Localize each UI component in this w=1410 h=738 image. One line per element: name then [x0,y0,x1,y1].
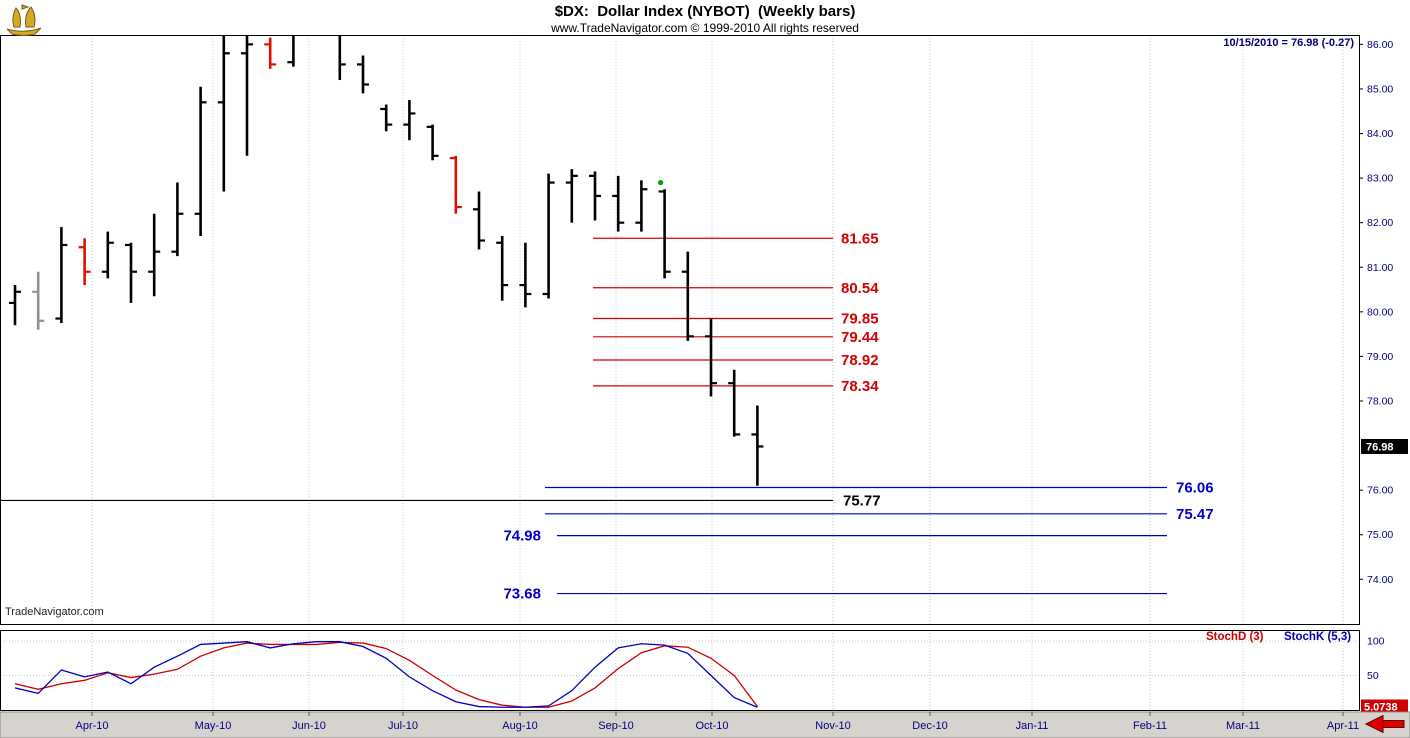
ohlc-bar [194,86,207,237]
price-bars [9,35,764,486]
ohlc-bar [171,182,184,257]
month-label: Sep-10 [598,720,633,732]
main-plot-border [0,35,1360,625]
level-label-78.34: 78.34 [841,378,879,395]
current-price-box [1361,438,1408,454]
stochk-legend-label[interactable]: StochK (5,3) [1284,631,1352,643]
month-label: May-10 [195,720,232,732]
ohlc-bar [403,100,416,141]
ohlc-bar [751,405,764,486]
ohlc-bar [449,155,462,214]
price-axis-label: 80.00 [1367,306,1393,318]
stoch-value-box [1361,699,1408,714]
ohlc-bar [9,285,21,326]
ohlc-bar [357,55,369,94]
ohlc-bar [125,242,137,303]
ohlc-bar [589,171,601,221]
price-axis-label: 78.00 [1367,396,1393,408]
ohlc-bar [148,213,161,297]
ohlc-bar [264,37,277,69]
ohlc-bar [32,271,45,330]
current-price-tag: 76.98 [1366,441,1394,453]
price-axis-label: 76.00 [1367,485,1393,497]
level-label-74.98: 74.98 [503,528,541,545]
ohlc-bar [681,251,694,341]
stochd-legend-label[interactable]: StochD (3) [1206,631,1264,643]
ohlc-bar [101,231,114,279]
month-label: Apr-10 [75,720,108,732]
stoch-value-tag: 5.0738 [1364,701,1398,713]
ohlc-bar [612,175,625,232]
ohlc-bar [287,35,295,67]
ohlc-bar [78,238,91,286]
price-axis-label: 79.00 [1367,351,1393,363]
ohlc-bar [728,369,741,437]
level-label-76.06: 76.06 [1176,479,1214,496]
ohlc-bar [380,104,393,132]
month-label: Jul-10 [388,720,418,732]
ohlc-bar [473,191,485,250]
tradenavigator-ship-logo-icon [6,4,42,36]
month-label: Jan-11 [1016,720,1049,732]
month-label: Jun-10 [292,720,326,732]
price-axis: 86.00 85.00 84.00 83.00 82.00 81.00 80.00 79.00… [1360,39,1408,586]
ohlc-bar [658,189,671,279]
month-label: Nov-10 [815,720,850,732]
price-axis-label: 75.00 [1367,529,1393,541]
level-label-75.47: 75.47 [1176,506,1214,523]
level-label-73.68: 73.68 [503,586,541,603]
time-axis-strip[interactable] [0,711,1410,738]
month-label: Aug-10 [502,720,537,732]
price-axis-label: 84.00 [1367,128,1393,140]
ohlc-bar [565,169,578,223]
price-axis-label: 83.00 [1367,173,1393,185]
month-label: Mar-11 [1226,720,1260,732]
signal-dot [658,179,664,186]
chart-title: $DX: Dollar Index (NYBOT) (Weekly bars) [554,3,856,20]
level-label-79.44: 79.44 [841,329,879,346]
price-axis-label: 81.00 [1367,262,1393,274]
month-label: Apr-11 [1327,720,1359,732]
price-axis-label: 85.00 [1367,83,1393,95]
stochd-line [14,641,758,708]
ohlc-bar [705,318,717,397]
ohlc-bar [217,35,230,192]
scroll-left-arrow-icon[interactable] [1364,714,1405,734]
ohlc-bar [55,227,68,323]
watermark: TradeNavigator.com [5,606,104,618]
copyright-line: www.TradeNavigator.com © 1999-2010 All r… [551,21,859,35]
price-axis-label: 86.00 [1367,39,1393,51]
month-gridlines [0,35,1360,711]
price-axis-label: 82.00 [1367,217,1393,229]
stochk-line [14,641,758,708]
month-label: Feb-11 [1133,720,1167,732]
ohlc-bar [241,35,253,156]
level-label-79.85: 79.85 [841,311,879,328]
ohlc-bar [426,124,439,161]
level-label-75.77: 75.77 [843,492,881,509]
stoch-axis-label: 50 [1367,670,1379,682]
ohlc-bar [496,236,509,301]
stoch-panel-border [0,630,1360,711]
month-label: Dec-10 [912,720,947,732]
ohlc-bar [338,35,346,81]
stoch-axis-label: 100 [1367,636,1385,648]
level-label-81.65: 81.65 [841,230,879,247]
ohlc-bar [542,173,555,299]
ohlc-bar [519,242,532,308]
level-label-80.54: 80.54 [841,280,879,297]
last-quote-readout: 10/15/2010 = 76.98 (-0.27) [1223,37,1354,49]
month-label: Oct-10 [695,720,728,732]
ohlc-bar [635,180,648,232]
level-label-78.92: 78.92 [841,352,879,369]
price-axis-label: 74.00 [1367,574,1393,586]
